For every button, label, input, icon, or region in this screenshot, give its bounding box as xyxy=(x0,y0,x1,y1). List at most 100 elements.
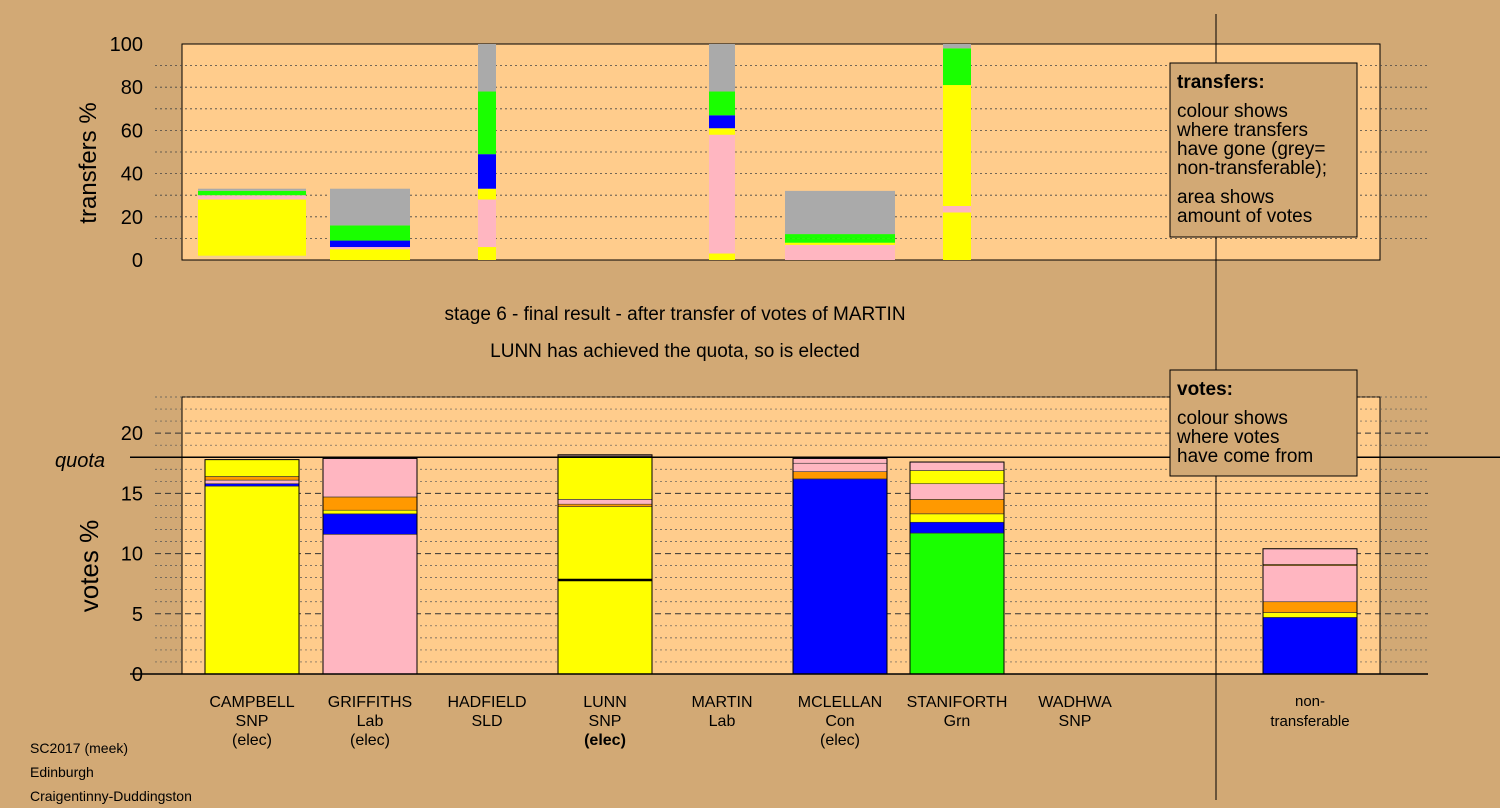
candidate-name: WADHWA xyxy=(1038,694,1112,711)
vote-segment xyxy=(204,485,300,675)
candidate-name: MCLELLAN xyxy=(798,694,882,711)
candidate-name: LUNN xyxy=(583,694,627,711)
footer-election: SC2017 (meek) xyxy=(30,740,129,756)
candidate-party: SNP xyxy=(236,713,269,730)
vote-segment xyxy=(909,521,1005,534)
vote-segment xyxy=(909,499,1005,515)
vote-segment xyxy=(909,483,1005,500)
candidate-party: Grn xyxy=(944,713,971,730)
transfer-segment xyxy=(709,128,735,135)
transfer-segment xyxy=(943,48,971,86)
votes-legend-title: votes: xyxy=(1177,379,1233,400)
vote-segment xyxy=(792,471,888,480)
vote-segment xyxy=(792,458,888,464)
vote-segment xyxy=(557,506,653,581)
quota-label: quota xyxy=(55,450,105,472)
candidate-party: SNP xyxy=(589,713,622,730)
transfers-y-tick-label: 40 xyxy=(121,164,143,186)
transfers-y-tick-label: 0 xyxy=(132,250,143,272)
transfers-legend-title: transfers: xyxy=(1177,72,1265,93)
vote-segment xyxy=(322,509,418,515)
candidate-name: STANIFORTH xyxy=(907,694,1008,711)
transfer-segment xyxy=(198,255,306,258)
vote-segment xyxy=(909,461,1005,471)
candidate-name: HADFIELD xyxy=(447,694,526,711)
candidate-labels: CAMPBELL SNP (elec) GRIFFITHS Lab (elec) HADFI… xyxy=(209,694,1112,749)
footer-ward: Craigentinny-Duddingston xyxy=(30,788,192,804)
vote-segment xyxy=(1262,601,1358,613)
transfer-segment xyxy=(330,225,410,241)
transfers-legend-line: have gone (grey= xyxy=(1177,139,1325,160)
candidate-status: (elec) xyxy=(584,732,626,749)
transfer-segment xyxy=(198,199,306,256)
votes-y-tick-label: 15 xyxy=(121,483,143,505)
vote-segment xyxy=(322,496,418,511)
votes-y-tick-label: 5 xyxy=(132,604,143,626)
transfers-legend-line: area shows xyxy=(1177,187,1274,208)
transfer-segment xyxy=(478,199,496,248)
transfer-segment xyxy=(330,247,410,250)
transfers-y-tick-label: 80 xyxy=(121,77,143,99)
vote-segment xyxy=(557,455,653,500)
votes-legend-line: colour shows xyxy=(1177,408,1288,429)
footer-council: Edinburgh xyxy=(30,764,94,780)
candidate-party: SNP xyxy=(1059,713,1092,730)
transfer-segment xyxy=(709,253,735,260)
candidate-name: CAMPBELL xyxy=(209,694,294,711)
footer-info: SC2017 (meek) Edinburgh Craigentinny-Dud… xyxy=(30,736,192,808)
vote-segment xyxy=(557,579,653,675)
transfer-segment xyxy=(478,91,496,155)
vote-segment xyxy=(322,513,418,535)
vote-segment xyxy=(1262,548,1358,565)
transfer-segment xyxy=(785,244,895,260)
transfers-y-tick-label: 100 xyxy=(110,34,143,56)
transfer-segment xyxy=(785,238,895,243)
votes-legend-line: where votes xyxy=(1176,427,1279,448)
vote-segment xyxy=(909,532,1005,675)
transfer-segment xyxy=(478,44,496,92)
transfer-segment xyxy=(785,242,895,245)
transfer-segment xyxy=(330,188,410,226)
vote-segment xyxy=(1262,565,1358,603)
stage-subtitle: LUNN has achieved the quota, so is elect… xyxy=(490,341,860,362)
transfer-segment xyxy=(198,195,306,200)
vote-segment xyxy=(557,503,653,507)
votes-legend-box xyxy=(1169,369,1358,477)
transfer-segment xyxy=(709,44,735,92)
vote-segment xyxy=(792,478,888,675)
transfer-segment xyxy=(943,206,971,213)
transfers-legend-line: where transfers xyxy=(1176,120,1308,141)
transfers-legend-box xyxy=(1169,62,1358,238)
transfer-segment xyxy=(943,212,971,260)
vote-segment xyxy=(792,462,888,472)
transfers-legend-line: non-transferable); xyxy=(1177,158,1327,179)
candidate-name: MARTIN xyxy=(691,694,752,711)
candidate-party: SLD xyxy=(471,713,502,730)
transfers-y-tick-label: 20 xyxy=(121,207,143,229)
vote-segment xyxy=(204,476,300,481)
transfers-y-axis-label: transfers % xyxy=(75,102,102,223)
transfer-segment xyxy=(478,247,496,260)
vote-segment xyxy=(557,499,653,505)
candidate-name: GRIFFITHS xyxy=(328,694,412,711)
nontransferable-label-line2: transferable xyxy=(1270,713,1349,730)
votes-y-tick-label: 0 xyxy=(132,664,143,686)
vote-segment xyxy=(204,483,300,487)
transfer-segment xyxy=(478,154,496,189)
candidate-status: (elec) xyxy=(232,732,272,749)
votes-y-axis-label: votes % xyxy=(74,520,104,613)
transfer-segment xyxy=(198,190,306,196)
vote-segment xyxy=(1262,612,1358,618)
votes-y-tick-label: 20 xyxy=(121,423,143,445)
transfer-segment xyxy=(943,85,971,206)
transfers-y-tick-label: 60 xyxy=(121,120,143,142)
vote-segment xyxy=(204,479,300,485)
candidate-party: Lab xyxy=(357,713,384,730)
transfer-segment xyxy=(709,134,735,254)
vote-segment xyxy=(322,533,418,675)
votes-legend-line: have come from xyxy=(1177,446,1313,467)
vote-segment xyxy=(322,458,418,498)
vote-segment xyxy=(909,470,1005,485)
transfer-segment xyxy=(785,234,895,239)
